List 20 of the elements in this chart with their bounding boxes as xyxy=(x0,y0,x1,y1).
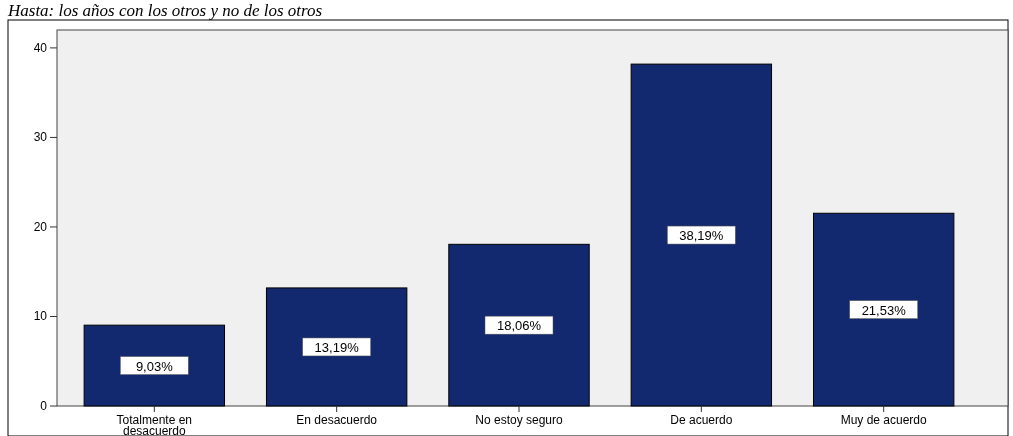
x-tick-label: De acuerdo xyxy=(670,413,733,427)
y-tick-label: 10 xyxy=(33,309,48,324)
bar xyxy=(630,63,773,407)
data-label: 13,19% xyxy=(314,339,360,355)
y-tick-label: 30 xyxy=(33,130,48,145)
data-label: 21,53% xyxy=(861,302,907,318)
y-tick-label: 0 xyxy=(40,399,48,413)
data-label: 18,06% xyxy=(496,318,542,334)
chart-title: Hasta: los años con los otros y no de los otros xyxy=(7,1,323,20)
x-tick-label: Totalmente en desacuerdo xyxy=(116,413,193,436)
data-label: 9,03% xyxy=(135,358,174,374)
bar xyxy=(812,212,955,407)
y-tick-label: 20 xyxy=(33,219,48,234)
bar xyxy=(265,287,408,407)
x-tick-label: En desacuerdo xyxy=(296,413,378,427)
x-tick-label: No estoy seguro xyxy=(475,413,564,427)
y-tick-label: 40 xyxy=(33,40,48,55)
bar xyxy=(448,243,590,407)
data-label: 38,19% xyxy=(679,228,724,244)
x-tick-label: Muy de acuerdo xyxy=(840,413,928,427)
